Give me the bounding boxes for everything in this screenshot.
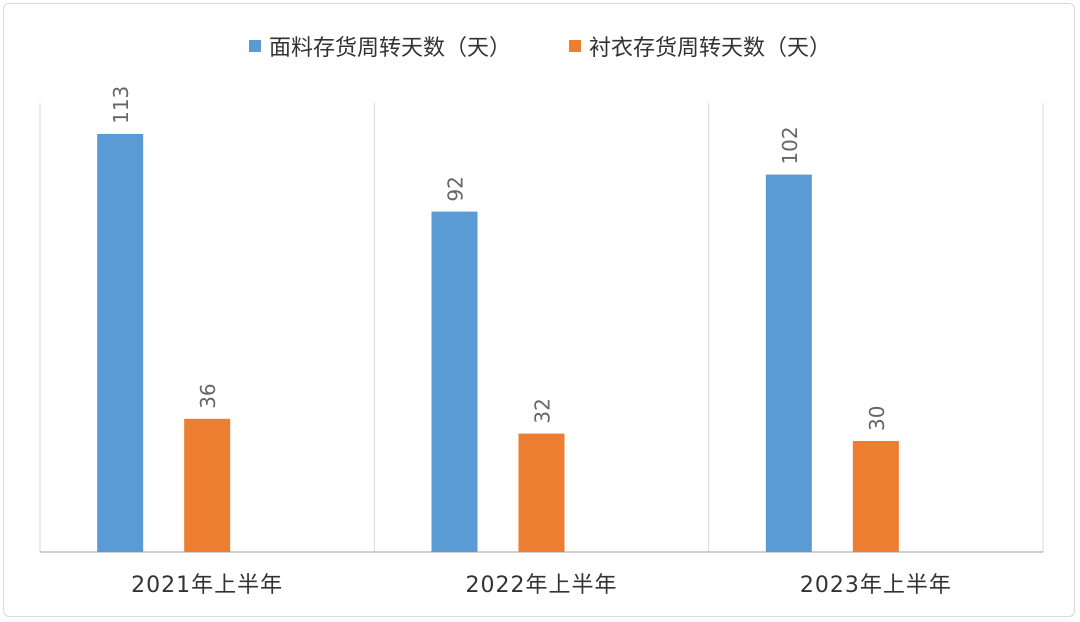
data-label: 113 xyxy=(109,86,133,124)
data-label: 32 xyxy=(531,398,555,423)
bar-series-2 xyxy=(184,418,231,552)
bar-series-1 xyxy=(97,133,144,552)
legend-label-series-1: 面料存货周转天数（天） xyxy=(268,36,511,61)
bar-series-1 xyxy=(765,174,812,552)
data-label: 30 xyxy=(865,406,889,431)
legend: 面料存货周转天数（天） 衬衣存货周转天数（天） xyxy=(0,30,1080,62)
data-label: 92 xyxy=(444,176,468,201)
legend-swatch-series-1 xyxy=(248,40,261,52)
legend-item-series-1: 面料存货周转天数（天） xyxy=(248,30,511,62)
legend-item-series-2: 衬衣存货周转天数（天） xyxy=(569,30,831,62)
x-tick-label: 2022年上半年 xyxy=(466,573,618,598)
bar-series-2 xyxy=(518,433,565,552)
data-label: 36 xyxy=(196,383,220,408)
bar-series-1 xyxy=(431,211,478,552)
data-label: 102 xyxy=(778,126,802,164)
legend-swatch-series-2 xyxy=(569,40,581,52)
x-tick-label: 2021年上半年 xyxy=(131,573,283,598)
bar-series-2 xyxy=(852,441,899,552)
x-tick-label: 2023年上半年 xyxy=(800,573,952,598)
legend-label-series-2: 衬衣存货周转天数（天） xyxy=(589,36,832,61)
